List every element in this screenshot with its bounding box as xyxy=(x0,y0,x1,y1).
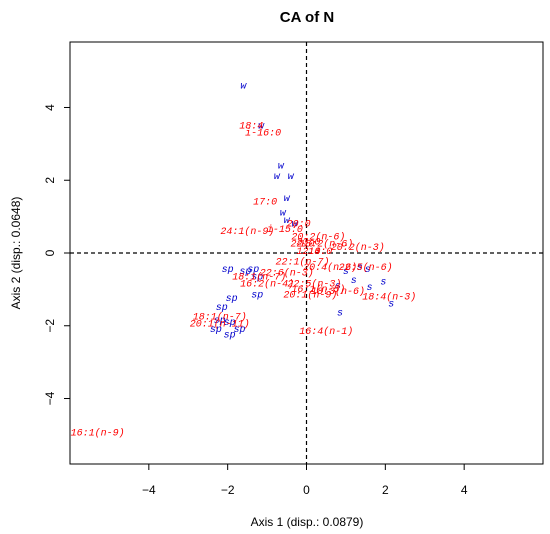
point-label: 14:0 xyxy=(308,247,332,258)
point-label: s xyxy=(367,283,373,294)
y-tick-label: 4 xyxy=(43,104,57,111)
point-label: s xyxy=(388,300,394,311)
y-axis-label: Axis 2 (disp.: 0.0648) xyxy=(9,197,23,310)
point-label: w xyxy=(274,172,281,183)
point-label: 20:0 xyxy=(287,220,311,231)
point-label: sp xyxy=(224,318,236,329)
point-label: 16:1(n-9) xyxy=(71,428,125,440)
y-tick-label: −4 xyxy=(43,391,57,405)
point-label: sp xyxy=(233,325,245,336)
point-label: s xyxy=(335,281,341,292)
point-label: sp xyxy=(224,330,236,341)
point-label: 20:1(n-9) xyxy=(283,289,337,301)
point-label: s xyxy=(357,263,363,274)
point-label: 17:0 xyxy=(253,198,277,209)
point-label: w xyxy=(258,121,265,132)
x-tick-label: −4 xyxy=(142,483,156,497)
point-label: w xyxy=(288,172,295,183)
point-label: sp xyxy=(251,272,263,283)
point-label: 22:0 xyxy=(291,240,315,251)
point-label: 16:4(n-1) xyxy=(299,326,353,338)
point-label: 20:2(n-3) xyxy=(331,242,385,254)
point-label: s xyxy=(351,276,357,287)
point-label: sp xyxy=(251,290,263,301)
point-label: 23:0 xyxy=(296,238,320,249)
point-label: s xyxy=(365,265,371,276)
x-tick-label: 4 xyxy=(461,483,468,497)
point-label: s xyxy=(380,278,386,289)
point-label: 16:2(n-4) xyxy=(240,279,294,291)
point-label: 18:3(n-6) xyxy=(311,286,365,298)
point-label: 22:5(n-3) xyxy=(287,279,341,291)
x-tick-label: 2 xyxy=(382,483,389,497)
x-tick-label: 0 xyxy=(303,483,310,497)
point-label: w xyxy=(292,220,299,231)
point-label: sp xyxy=(216,303,228,314)
point-label: sp xyxy=(239,267,251,278)
point-label: 18:4 xyxy=(239,121,263,132)
point-label: 12:0 xyxy=(296,247,320,258)
point-label: 16:1(n-5) xyxy=(291,284,345,296)
point-label: w xyxy=(240,81,247,92)
chart-title: CA of N xyxy=(280,9,334,26)
point-label: w xyxy=(284,194,291,205)
point-label: w xyxy=(280,209,287,220)
point-label: i-15:0 xyxy=(267,224,303,236)
point-label: 18:4(n-3) xyxy=(362,291,416,303)
point-label: i-16:0 xyxy=(245,128,281,140)
point-label: 20:1(n-11) xyxy=(190,319,250,331)
point-label: s xyxy=(343,267,349,278)
point-label: 22:6(n-3) xyxy=(260,268,314,280)
point-label: sp xyxy=(214,316,226,327)
x-tick-label: −2 xyxy=(221,483,235,497)
point-label: 18:2(n-6) xyxy=(299,239,353,251)
point-label: sp xyxy=(247,265,259,276)
point-label: 22:1(n-7) xyxy=(276,257,330,269)
point-label: 22:5(n-6) xyxy=(339,262,393,274)
x-axis-label: Axis 1 (disp.: 0.0879) xyxy=(251,515,364,529)
y-tick-label: −2 xyxy=(43,319,57,333)
point-label: w xyxy=(284,216,291,227)
point-label: sp xyxy=(210,325,222,336)
y-tick-label: 0 xyxy=(43,249,57,256)
x-axis: −4 −2 0 2 4 xyxy=(142,464,468,497)
point-label: sp xyxy=(226,294,238,305)
reference-lines xyxy=(70,42,543,464)
point-label: 24:1(n-9) xyxy=(220,226,274,238)
point-label: s xyxy=(337,309,343,320)
point-label: 18:1(n-7) xyxy=(232,271,286,283)
y-axis: −4 −2 0 2 4 xyxy=(43,104,70,405)
point-label: sp xyxy=(222,265,234,276)
point-label: 20:2(n-6) xyxy=(291,231,345,243)
y-tick-label: 2 xyxy=(43,177,57,184)
point-label: 18:1(n-7) xyxy=(193,311,247,323)
point-label: 20:4(n-6) xyxy=(303,262,357,274)
point-label: w xyxy=(278,161,285,172)
